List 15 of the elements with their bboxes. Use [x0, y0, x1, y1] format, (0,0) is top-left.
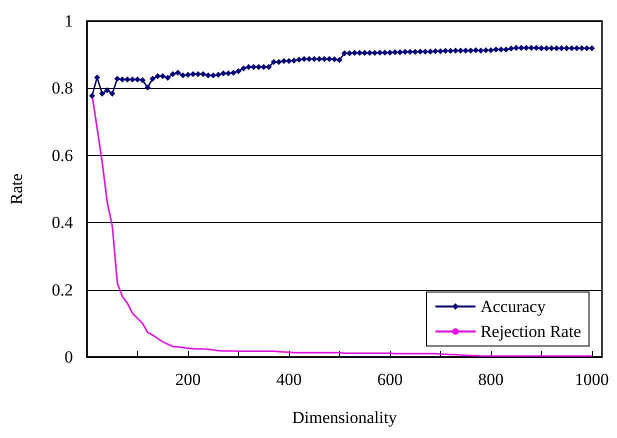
- x-tick-label: 200: [175, 370, 201, 389]
- y-axis-title: Rate: [7, 173, 26, 205]
- y-tick-label: 1: [64, 12, 73, 30]
- x-tick-label: 800: [478, 370, 504, 389]
- y-tick-label: 0: [64, 348, 73, 366]
- x-tick-label: 600: [377, 370, 403, 389]
- y-tick-label: 0.4: [52, 213, 74, 232]
- x-tick-label: 400: [276, 370, 302, 389]
- legend-label: Accuracy: [480, 297, 546, 316]
- x-tick-label: 1000: [574, 370, 609, 389]
- legend-label: Rejection Rate: [480, 322, 582, 341]
- y-tick-label: 0.6: [52, 146, 73, 165]
- y-tick-label: 0.8: [52, 78, 73, 98]
- y-tick-label: 0.2: [52, 280, 73, 300]
- x-axis-title: Dimensionality: [292, 408, 398, 427]
